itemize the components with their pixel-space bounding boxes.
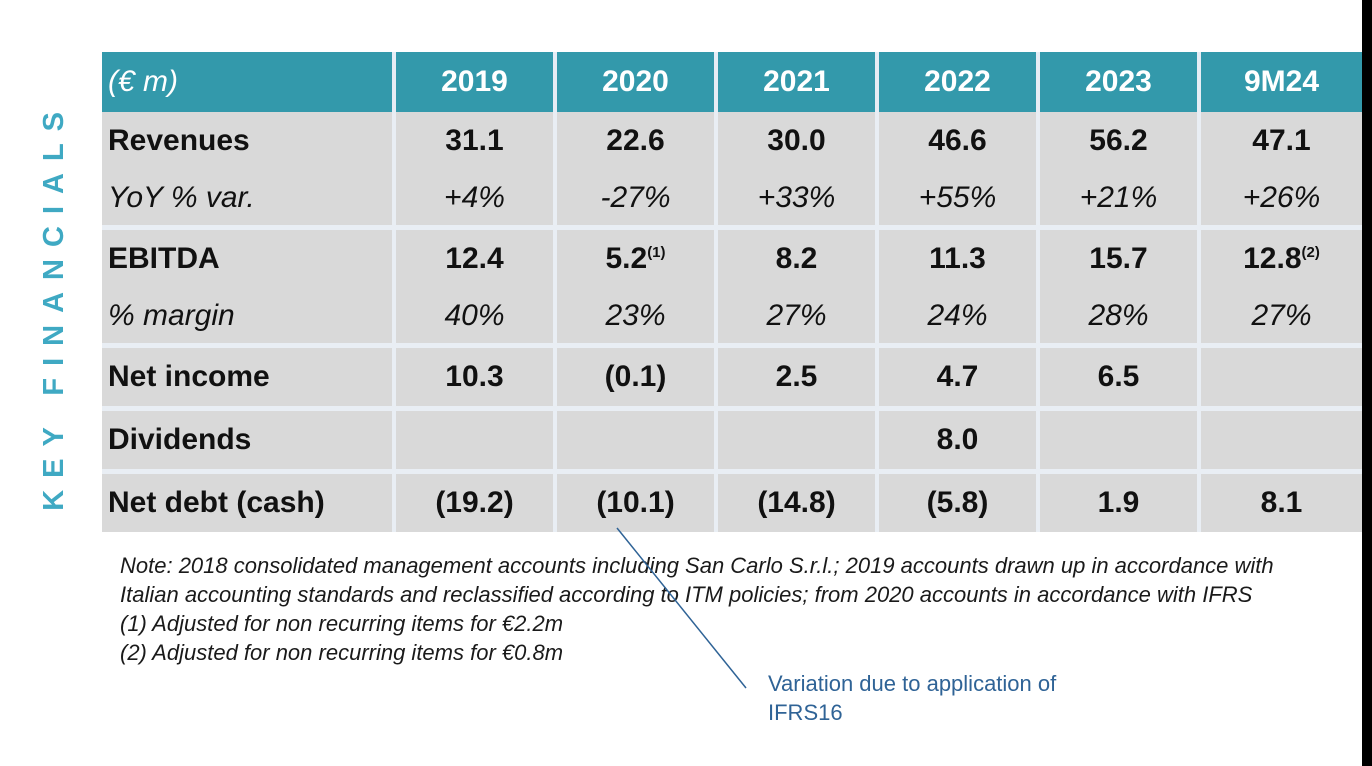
footnote-marker: (1) — [647, 244, 666, 261]
table-cell — [1201, 406, 1362, 469]
net-debt-row: Net debt (cash) (19.2) (10.1) (14.8) (5.… — [102, 469, 1362, 532]
year-header: 2022 — [879, 52, 1040, 112]
table-cell: +4% — [396, 170, 557, 225]
year-header: 2021 — [718, 52, 879, 112]
table-cell: 8.2 — [718, 225, 879, 288]
table-cell — [396, 406, 557, 469]
table-cell: 27% — [1201, 288, 1362, 343]
table-cell — [1040, 406, 1201, 469]
year-header: 2023 — [1040, 52, 1201, 112]
table-cell: 27% — [718, 288, 879, 343]
table-cell: +26% — [1201, 170, 1362, 225]
side-title: KEY FINANCIALS — [24, 80, 84, 530]
table-cell: 23% — [557, 288, 718, 343]
table-cell: 8.1 — [1201, 469, 1362, 532]
table-cell: +55% — [879, 170, 1040, 225]
ebitda-row: EBITDA 12.4 5.2(1) 8.2 11.3 15.7 12.8(2) — [102, 225, 1362, 288]
table-cell — [1201, 343, 1362, 406]
table-cell: 56.2 — [1040, 112, 1201, 170]
row-label: Revenues — [102, 112, 396, 170]
row-label: YoY % var. — [102, 170, 396, 225]
side-title-text: KEY FINANCIALS — [37, 99, 70, 511]
footnote-1: (1) Adjusted for non recurring items for… — [120, 611, 564, 636]
table-cell: 28% — [1040, 288, 1201, 343]
header-row: (€ m) 2019 2020 2021 2022 2023 9M24 — [102, 52, 1362, 112]
table-cell: 5.2(1) — [557, 225, 718, 288]
year-header: 9M24 — [1201, 52, 1362, 112]
row-label: Dividends — [102, 406, 396, 469]
table-cell: (5.8) — [879, 469, 1040, 532]
row-label: EBITDA — [102, 225, 396, 288]
cell-value: 5.2 — [605, 242, 648, 275]
year-header: 2020 — [557, 52, 718, 112]
table-cell: 31.1 — [396, 112, 557, 170]
table-cell: 2.5 — [718, 343, 879, 406]
cell-value: 12.8 — [1243, 242, 1302, 275]
table-cell: 10.3 — [396, 343, 557, 406]
table-cell: 8.0 — [879, 406, 1040, 469]
table-cell: (14.8) — [718, 469, 879, 532]
table-cell: 24% — [879, 288, 1040, 343]
table-cell: 30.0 — [718, 112, 879, 170]
footnote-2: (2) Adjusted for non recurring items for… — [120, 640, 564, 665]
table-cell: 4.7 — [879, 343, 1040, 406]
table-cell: 11.3 — [879, 225, 1040, 288]
table-cell: 15.7 — [1040, 225, 1201, 288]
row-label: Net income — [102, 343, 396, 406]
table-cell: 1.9 — [1040, 469, 1201, 532]
table-cell: 12.4 — [396, 225, 557, 288]
year-header: 2019 — [396, 52, 557, 112]
table-cell: 12.8(2) — [1201, 225, 1362, 288]
table-cell: 6.5 — [1040, 343, 1201, 406]
table-cell: (10.1) — [557, 469, 718, 532]
footnote-marker: (2) — [1301, 244, 1320, 261]
table-cell: 47.1 — [1201, 112, 1362, 170]
table-cell — [718, 406, 879, 469]
unit-label: (€ m) — [102, 52, 396, 112]
revenues-row: Revenues 31.1 22.6 30.0 46.6 56.2 47.1 — [102, 112, 1362, 170]
table-cell: -27% — [557, 170, 718, 225]
notes: Note: 2018 consolidated management accou… — [120, 551, 1320, 667]
net-income-row: Net income 10.3 (0.1) 2.5 4.7 6.5 — [102, 343, 1362, 406]
dividends-row: Dividends 8.0 — [102, 406, 1362, 469]
key-financials-table: (€ m) 2019 2020 2021 2022 2023 9M24 Reve… — [102, 52, 1362, 532]
table-cell: 46.6 — [879, 112, 1040, 170]
table-cell: 22.6 — [557, 112, 718, 170]
yoy-row: YoY % var. +4% -27% +33% +55% +21% +26% — [102, 170, 1362, 225]
row-label: Net debt (cash) — [102, 469, 396, 532]
table-cell: (19.2) — [396, 469, 557, 532]
table-cell: +21% — [1040, 170, 1201, 225]
margin-row: % margin 40% 23% 27% 24% 28% 27% — [102, 288, 1362, 343]
right-edge-bar — [1362, 0, 1372, 766]
table-cell: 40% — [396, 288, 557, 343]
note-main: Note: 2018 consolidated management accou… — [120, 553, 1274, 607]
row-label: % margin — [102, 288, 396, 343]
table-cell — [557, 406, 718, 469]
ifrs16-callout: Variation due to application of IFRS16 — [768, 671, 1057, 725]
table-cell: +33% — [718, 170, 879, 225]
table-cell: (0.1) — [557, 343, 718, 406]
